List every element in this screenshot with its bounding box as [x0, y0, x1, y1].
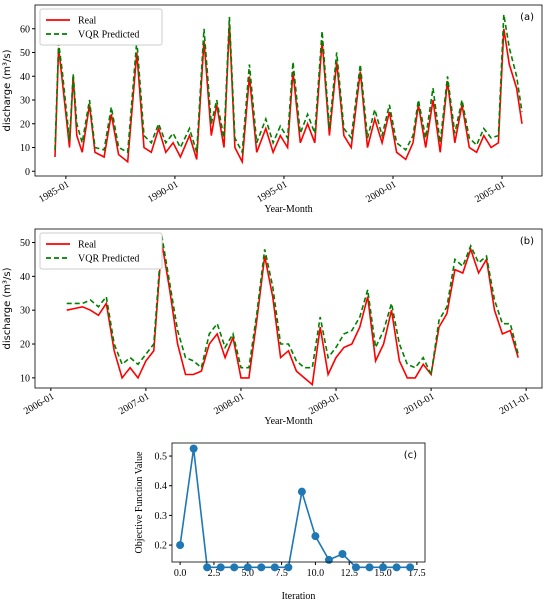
marker: [243, 563, 252, 572]
y-tick-label: 60: [20, 24, 30, 35]
plot-frame: [171, 442, 426, 563]
x-tick-label: 2009-01: [307, 391, 341, 417]
y-tick-label: 30: [20, 306, 30, 317]
panel-label: (c): [404, 450, 417, 461]
x-tick-label: 2010-01: [402, 391, 436, 417]
marker: [257, 563, 266, 572]
marker: [392, 563, 401, 572]
y-tick-label: 50: [20, 238, 30, 249]
y-tick-label: 20: [20, 119, 30, 130]
legend-label: Real: [78, 240, 97, 251]
marker: [338, 549, 347, 558]
legend-label: VQR Predicted: [78, 30, 139, 41]
marker: [216, 563, 225, 572]
x-tick-label: 15.0: [374, 568, 392, 579]
x-tick-label: 10.0: [307, 568, 325, 579]
y-tick-label: 30: [20, 96, 30, 107]
y-tick-label: 10: [20, 143, 30, 154]
series-line: [179, 448, 411, 569]
x-tick-label: 12.5: [340, 568, 358, 579]
x-tick-label: 1995-01: [255, 179, 289, 205]
panel-label: (b): [520, 236, 534, 247]
y-axis-label: discharge (m³/s): [2, 49, 13, 131]
x-tick-label: 2006-01: [22, 391, 56, 417]
x-tick-label: 2011-01: [498, 391, 532, 417]
y-tick-label: 0.4: [155, 481, 168, 492]
y-tick-label: 20: [20, 340, 30, 351]
y-tick-label: 40: [20, 272, 30, 283]
y-tick-label: 40: [20, 72, 30, 83]
plot-frame: [34, 4, 543, 177]
x-tick-label: 1985-01: [37, 179, 71, 205]
marker: [230, 563, 239, 572]
panel-label: (a): [520, 12, 534, 23]
x-tick-label: 0.0: [174, 568, 187, 579]
marker: [406, 563, 415, 572]
marker: [365, 563, 374, 572]
marker: [352, 563, 360, 572]
x-tick-label: 1990-01: [146, 179, 180, 205]
x-tick-label: 2008-01: [212, 391, 246, 417]
marker: [311, 532, 320, 541]
x-tick-label: 2007-01: [117, 391, 151, 417]
legend-label: Real: [78, 16, 97, 27]
marker: [203, 563, 212, 572]
x-tick-label: 2000-01: [364, 179, 398, 205]
series-line: [66, 242, 519, 387]
y-tick-label: 0.5: [155, 452, 168, 463]
x-tick-label: 2.5: [208, 568, 221, 579]
legend-box: [39, 232, 163, 270]
x-tick-label: 5.0: [242, 568, 255, 579]
y-tick-label: 0.3: [155, 511, 168, 522]
marker: [324, 555, 333, 564]
x-tick-label: 17.5: [408, 568, 426, 579]
marker: [176, 541, 185, 550]
y-axis-label: Objective Function Value: [134, 451, 145, 554]
marker: [379, 563, 388, 572]
x-axis-label: Year-Month: [264, 416, 312, 427]
x-tick-label: 7.5: [275, 568, 288, 579]
x-tick-label: 2005-01: [473, 179, 507, 205]
series-line: [54, 14, 523, 156]
marker: [189, 444, 198, 453]
x-axis-label: Year-Month: [264, 204, 312, 215]
y-tick-label: 10: [20, 373, 30, 384]
y-tick-label: 0: [25, 167, 30, 178]
marker: [270, 563, 279, 572]
plot-frame: [34, 228, 543, 389]
y-axis-label: discharge (m³/s): [2, 267, 13, 349]
x-axis-label: Iteration: [282, 591, 316, 602]
marker: [284, 563, 293, 572]
legend-box: [39, 8, 163, 46]
y-tick-label: 50: [20, 48, 30, 59]
marker: [297, 487, 306, 496]
y-tick-label: 0.2: [155, 541, 168, 552]
series-line: [66, 235, 519, 378]
legend-label: VQR Predicted: [78, 254, 139, 265]
